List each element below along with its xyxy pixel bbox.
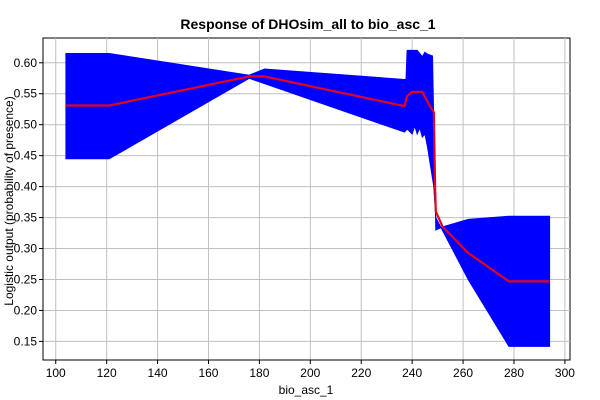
x-tick-label: 140 <box>148 366 168 380</box>
y-tick-label: 0.30 <box>14 242 38 256</box>
mean-response-line <box>65 75 550 283</box>
chart-title: Response of DHOsim_all to bio_asc_1 <box>180 16 435 32</box>
x-axis-label: bio_asc_1 <box>279 383 334 397</box>
tick-layer: 100 120 140 160 180 200 220 240 260 280 300 0.15 0.2… <box>14 56 576 380</box>
y-tick-label: 0.45 <box>14 149 38 163</box>
line-layer <box>65 75 550 283</box>
x-tick-label: 300 <box>555 366 575 380</box>
x-tick-label: 280 <box>504 366 524 380</box>
x-tick-label: 160 <box>198 366 218 380</box>
y-tick-label: 0.55 <box>14 87 38 101</box>
y-axis-label: Logistic output (probability of presence… <box>2 96 16 305</box>
x-tick-label: 260 <box>453 366 473 380</box>
y-tick-label: 0.60 <box>14 56 38 70</box>
y-tick-label: 0.15 <box>14 334 38 348</box>
x-tick-label: 220 <box>351 366 371 380</box>
axis-layer <box>42 38 570 361</box>
x-tick-label: 100 <box>46 366 66 380</box>
x-tick-label: 200 <box>300 366 320 380</box>
y-tick-label: 0.25 <box>14 273 38 287</box>
x-tick-label: 120 <box>97 366 117 380</box>
y-tick-label: 0.35 <box>14 211 38 225</box>
y-tick-label: 0.40 <box>14 180 38 194</box>
x-tick-label: 180 <box>249 366 269 380</box>
y-tick-label: 0.20 <box>14 303 38 317</box>
y-tick-label: 0.50 <box>14 118 38 132</box>
x-tick-label: 240 <box>402 366 422 380</box>
